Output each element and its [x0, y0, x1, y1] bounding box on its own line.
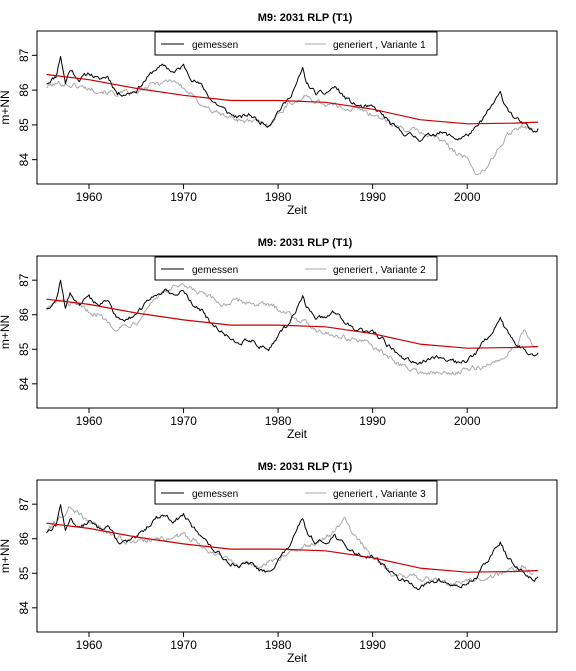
plot-frame — [36, 255, 558, 409]
x-tick-label: 1960 — [76, 414, 103, 428]
y-tick-label: 85 — [17, 118, 31, 132]
trend-line — [46, 73, 539, 125]
legend-label-generiert: generiert , Variante 1 — [333, 40, 426, 51]
x-tick-label: 1990 — [359, 414, 386, 428]
y-tick-label: 87 — [17, 273, 31, 287]
y-tick-label: 87 — [17, 497, 31, 511]
legend-label-gemessen: gemessen — [192, 489, 238, 500]
x-tick-label: 1980 — [265, 414, 292, 428]
legend-box — [154, 31, 438, 56]
legend-label-gemessen: gemessen — [192, 265, 238, 276]
x-tick-label: 1960 — [76, 190, 103, 204]
series-line-generiert — [46, 79, 534, 176]
series-group — [46, 55, 539, 176]
y-tick-label: 84 — [17, 601, 31, 615]
series-group — [46, 504, 539, 591]
y-axis-label: m+NN — [0, 315, 12, 349]
x-tick-label: 1990 — [359, 638, 386, 652]
series-line-gemessen — [46, 279, 539, 365]
x-tick-label: 2000 — [454, 638, 481, 652]
legend-box — [154, 480, 438, 505]
y-axis-label: m+NN — [0, 90, 12, 124]
legend: gemessen generiert , Variante 3 — [154, 480, 438, 505]
x-axis-label: Zeit — [287, 427, 308, 441]
y-tick-label: 85 — [17, 566, 31, 580]
legend-box — [154, 256, 438, 281]
legend: gemessen generiert , Variante 2 — [154, 256, 438, 281]
chart-panel-3: M9: 2031 RLP (T1) 1960 1970 1980 1990 2000 84 8… — [0, 461, 558, 665]
y-tick-label: 87 — [17, 48, 31, 62]
x-tick-label: 1970 — [170, 190, 197, 204]
plot-frame — [36, 479, 558, 633]
x-tick-label: 1980 — [265, 190, 292, 204]
trend-line — [46, 522, 539, 573]
x-tick-label: 1990 — [359, 190, 386, 204]
legend: gemessen generiert , Variante 1 — [154, 31, 438, 56]
legend-label-generiert: generiert , Variante 2 — [333, 265, 426, 276]
series-line-gemessen — [46, 504, 539, 591]
x-tick-label: 1970 — [170, 414, 197, 428]
chart-title: M9: 2031 RLP (T1) — [258, 237, 353, 249]
trend-line — [46, 298, 539, 349]
legend-label-gemessen: gemessen — [192, 40, 238, 51]
y-tick-label: 86 — [17, 83, 31, 97]
chart-title: M9: 2031 RLP (T1) — [258, 12, 353, 24]
y-tick-label: 86 — [17, 308, 31, 322]
x-tick-label: 1980 — [265, 638, 292, 652]
y-tick-label: 84 — [17, 153, 31, 167]
series-group — [46, 279, 539, 376]
chart-panel-1: M9: 2031 RLP (T1) 1960 1970 1980 1990 2000 84 8… — [0, 12, 558, 217]
y-tick-label: 85 — [17, 342, 31, 356]
x-tick-label: 2000 — [454, 190, 481, 204]
plot-frame — [36, 30, 558, 185]
x-axis-label: Zeit — [287, 651, 308, 665]
chart-title: M9: 2031 RLP (T1) — [258, 461, 353, 473]
legend-label-generiert: generiert , Variante 3 — [333, 489, 426, 500]
y-tick-label: 86 — [17, 532, 31, 546]
y-axis-label: m+NN — [0, 539, 12, 573]
x-tick-label: 1970 — [170, 638, 197, 652]
x-axis-label: Zeit — [287, 203, 308, 217]
series-line-generiert — [46, 283, 534, 376]
series-line-gemessen — [46, 55, 539, 142]
x-tick-label: 2000 — [454, 414, 481, 428]
chart-panel-2: M9: 2031 RLP (T1) 1960 1970 1980 1990 2000 84 8… — [0, 237, 558, 441]
y-tick-label: 84 — [17, 377, 31, 391]
x-tick-label: 1960 — [76, 638, 103, 652]
